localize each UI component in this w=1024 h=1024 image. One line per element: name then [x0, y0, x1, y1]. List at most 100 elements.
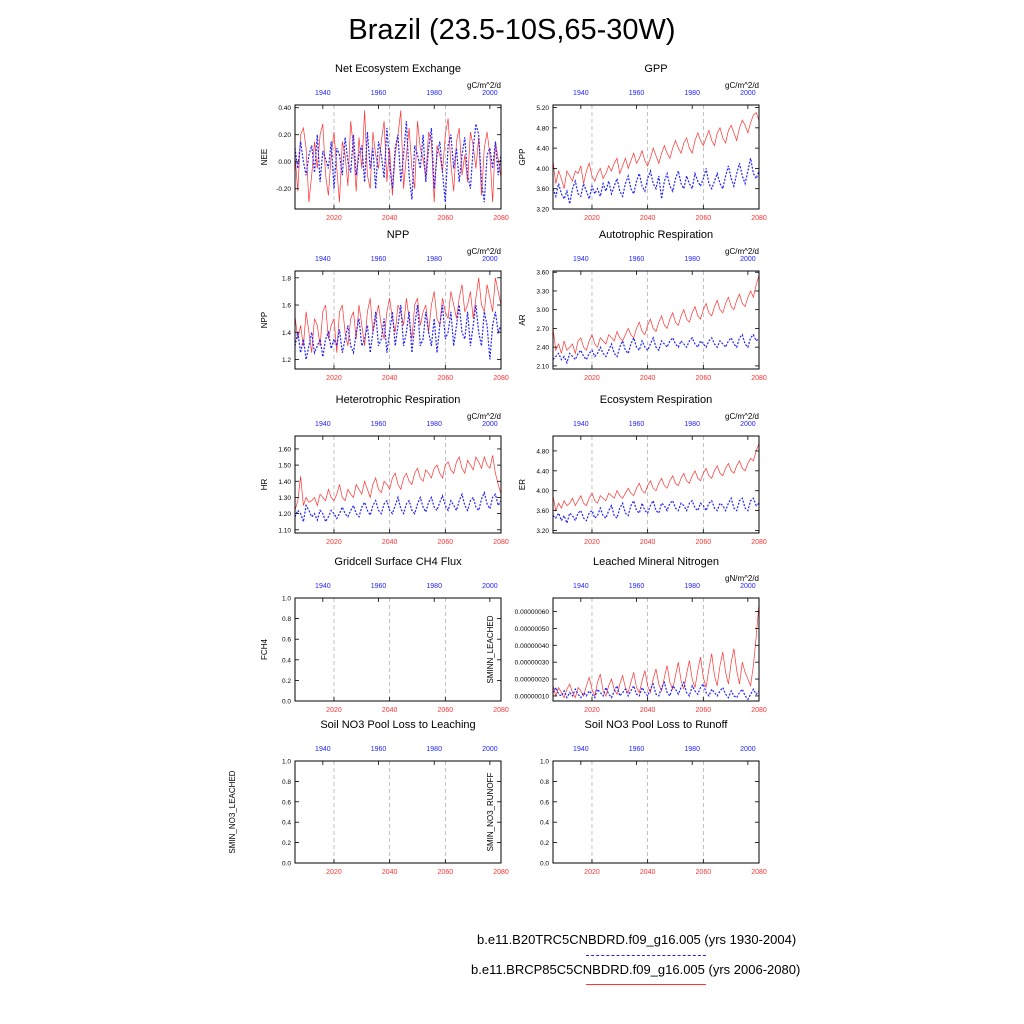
panel-4-ytick-label: 3.30: [536, 288, 549, 295]
panel-10-ytick-label: 0.4: [540, 820, 549, 827]
legend-historical-label: b.e11.B20TRC5CNBDRD.f09_g16.005 (yrs 193…: [477, 932, 797, 947]
legend-future-label: b.e11.BRCP85C5CNBDRD.f09_g16.005 (yrs 20…: [471, 962, 801, 977]
panel-2-ytick-label: 3.20: [536, 207, 549, 214]
panel-6-xtick-label: 2020: [584, 539, 600, 546]
panel-9-top-tick-label: 1960: [371, 746, 387, 753]
panel-1-units: gC/m^2/d: [467, 81, 501, 90]
panel-2-xtick-label: 2040: [640, 215, 656, 222]
panel-2-ytick-label: 4.00: [536, 166, 549, 173]
panel-9-title: Soil NO3 Pool Loss to Leaching: [320, 719, 475, 731]
panel-4-ytick-label: 2.10: [536, 363, 549, 370]
panel-4-xtick-label: 2040: [640, 375, 656, 382]
panel-8-ytick-label: 0.00000040: [515, 643, 550, 650]
panel-7-top-tick-label: 1980: [426, 583, 442, 590]
panel-5-top-tick-label: 1960: [371, 421, 387, 428]
panel-3-xtick-label: 2040: [382, 375, 398, 382]
panel-5-ytick-label: 1.10: [278, 527, 291, 534]
panel-4-ytick-label: 2.70: [536, 326, 549, 333]
panel-10-xtick-label: 2040: [640, 869, 656, 876]
panel-8-xtick-label: 2020: [584, 707, 600, 714]
panel-5-units: gC/m^2/d: [467, 412, 501, 421]
panel-10-title: Soil NO3 Pool Loss to Runoff: [585, 719, 729, 731]
panel-9-ytick-label: 0.6: [282, 799, 291, 806]
panel-1-title: Net Ecosystem Exchange: [335, 63, 461, 75]
panel-3-xtick-label: 2020: [326, 375, 342, 382]
panel-10-top-tick-label: 2000: [740, 746, 756, 753]
panel-2-units: gC/m^2/d: [725, 81, 759, 90]
panel-2-xtick-label: 2060: [696, 215, 712, 222]
panel-3-ytick-label: 1.8: [282, 275, 291, 282]
panel-4-title: Autotrophic Respiration: [599, 229, 713, 241]
panel-4-ylabel: AR: [518, 314, 527, 325]
panel-7-ytick-label: 0.8: [282, 616, 291, 623]
panel-7-frame: [294, 597, 502, 702]
panel-6-title: Ecosystem Respiration: [600, 394, 713, 406]
panel-9-frame: [294, 760, 502, 864]
legend-future-line: [586, 984, 706, 985]
panel-2-series-future: [552, 111, 760, 189]
panel-3-top-tick-label: 1980: [426, 256, 442, 263]
panel-7-ytick-label: 1.0: [282, 596, 291, 603]
panel-7-top-tick-label: 1940: [315, 583, 331, 590]
panel-3-ytick-label: 1.6: [282, 303, 291, 310]
panel-6-xtick-label: 2060: [696, 539, 712, 546]
panel-9-xtick-label: 2060: [438, 869, 454, 876]
panel-4-xtick-label: 2060: [696, 375, 712, 382]
panel-5-xtick-label: 2040: [382, 539, 398, 546]
panel-9-xtick-label: 2020: [326, 869, 342, 876]
panel-3-ylabel: NPP: [260, 312, 269, 328]
panel-3-series-historical: [294, 304, 502, 360]
panel-6-frame: [552, 435, 760, 534]
legend-historical-line: [586, 955, 706, 956]
panel-4-ytick-label: 3.60: [536, 270, 549, 277]
panel-9-ytick-label: 0.4: [282, 820, 291, 827]
panel-1-top-tick-label: 1960: [371, 90, 387, 97]
panel-1-top-tick-label: 1940: [315, 90, 331, 97]
panel-10-frame: [552, 760, 760, 864]
panel-10-xtick-label: 2060: [696, 869, 712, 876]
panel-4-top-tick-label: 1940: [573, 256, 589, 263]
panel-5-top-tick-label: 2000: [482, 421, 498, 428]
panel-7-ytick-label: 0.0: [282, 699, 291, 706]
panel-2-top-tick-label: 1940: [573, 90, 589, 97]
panel-10-xtick-label: 2020: [584, 869, 600, 876]
panel-4-series-future: [552, 275, 760, 355]
panel-3-units: gC/m^2/d: [467, 247, 501, 256]
panel-3-frame: [294, 270, 502, 370]
panel-10-top-tick-label: 1960: [629, 746, 645, 753]
panel-9-ylabel: SMIN_NO3_LEACHED: [228, 770, 237, 853]
panel-3-series-future: [294, 277, 502, 353]
panel-8-ytick-label: 0.00000030: [515, 660, 550, 667]
panel-8-ytick-label: 0.00000060: [515, 609, 550, 616]
panel-6-top-tick-label: 2000: [740, 421, 756, 428]
panel-4-top-tick-label: 2000: [740, 256, 756, 263]
panel-10-ytick-label: 0.6: [540, 799, 549, 806]
panel-7-xtick-label: 2080: [493, 707, 509, 714]
panel-7-ytick-label: 0.2: [282, 678, 291, 685]
panel-4-series-historical: [552, 333, 760, 365]
panel-6-top-tick-label: 1980: [684, 421, 700, 428]
panel-7-top-tick-label: 1960: [371, 583, 387, 590]
panel-2-ytick-label: 4.80: [536, 125, 549, 132]
panel-8-title: Leached Mineral Nitrogen: [593, 556, 719, 568]
panel-5-ytick-label: 1.30: [278, 495, 291, 502]
panel-6-xtick-label: 2040: [640, 539, 656, 546]
panel-2-series-historical: [552, 158, 760, 205]
panel-9-top-tick-label: 1940: [315, 746, 331, 753]
panel-9-ytick-label: 0.8: [282, 779, 291, 786]
panel-6-series-historical: [552, 496, 760, 526]
panel-8-units: gN/m^2/d: [725, 574, 759, 583]
panel-1-ytick-label: 0.20: [278, 132, 291, 139]
panel-3-ytick-label: 1.4: [282, 330, 291, 337]
panel-3-ytick-label: 1.2: [282, 357, 291, 364]
panel-5-top-tick-label: 1940: [315, 421, 331, 428]
panel-6-ytick-label: 3.20: [536, 528, 549, 535]
panel-8-xtick-label: 2080: [751, 707, 767, 714]
panel-2-ytick-label: 3.60: [536, 186, 549, 193]
panel-3-xtick-label: 2060: [438, 375, 454, 382]
panel-2-top-tick-label: 2000: [740, 90, 756, 97]
panel-1-xtick-label: 2040: [382, 215, 398, 222]
panel-6-top-tick-label: 1940: [573, 421, 589, 428]
panel-7-xtick-label: 2020: [326, 707, 342, 714]
